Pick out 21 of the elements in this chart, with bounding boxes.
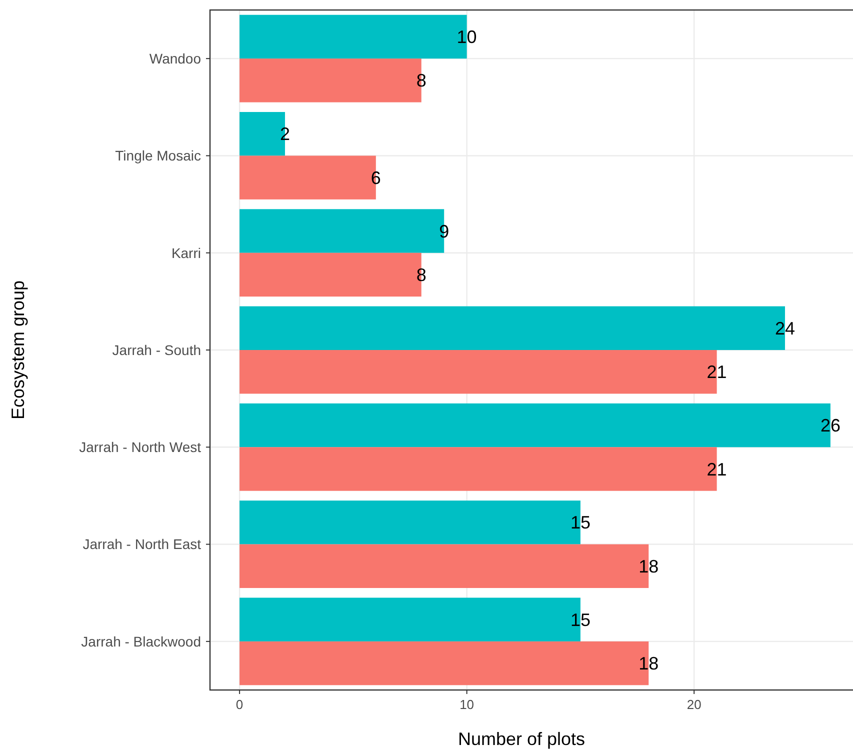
data-label: 2 [280,124,290,144]
x-tick-label: 0 [236,697,244,712]
y-tick-label: Jarrah - South [112,342,201,358]
y-tick-label: Karri [171,244,201,261]
y-axis-title: Ecosystem group [8,280,28,420]
x-tick-label: 10 [460,697,474,712]
y-tick-label: Jarrah - North West [79,439,202,456]
data-label: 6 [370,168,381,188]
data-label: 24 [774,318,796,338]
y-tick-label: Jarrah - North East [82,536,202,552]
y-tick-label: Wandoo [149,50,202,66]
data-label: 18 [638,556,659,576]
data-label: 21 [706,362,727,382]
data-label: 21 [706,459,727,480]
data-label: 18 [638,654,659,674]
y-tick-label: Jarrah - Blackwood [81,633,201,650]
data-label: 8 [416,70,426,91]
y-tick-label: Tingle Mosaic [115,148,201,164]
x-tick-label: 20 [686,697,702,712]
x-axis-title: Number of plots [458,729,586,749]
data-label: 8 [416,265,426,286]
